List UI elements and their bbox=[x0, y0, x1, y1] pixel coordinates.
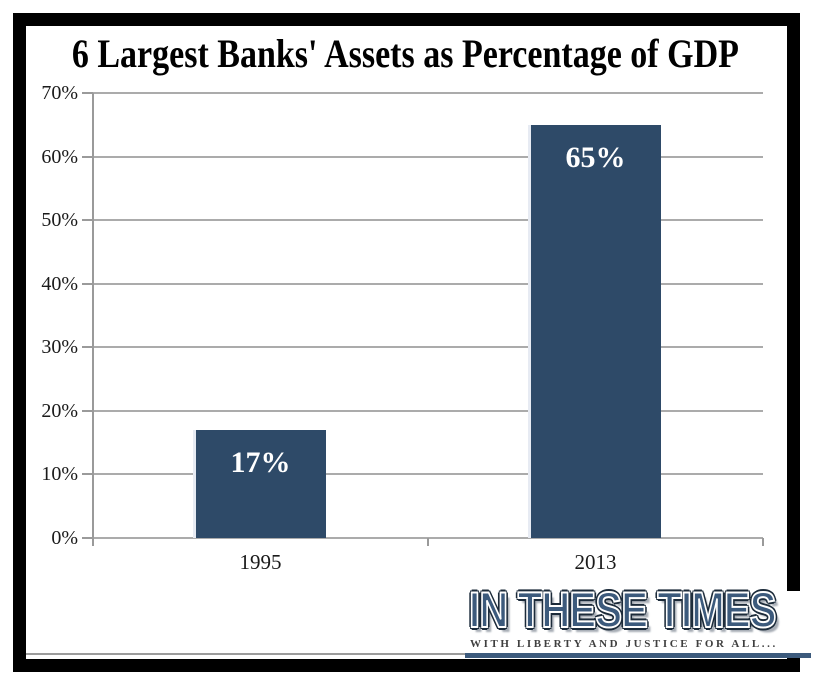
bar-2013 bbox=[530, 124, 661, 538]
bar-value-label: 17% bbox=[230, 445, 291, 479]
y-axis-tick bbox=[82, 346, 93, 349]
y-axis-label: 70% bbox=[41, 82, 78, 104]
x-axis-tick bbox=[762, 538, 764, 546]
x-axis-label: 1995 bbox=[239, 550, 282, 574]
y-axis-label: 60% bbox=[41, 145, 78, 168]
y-axis-tick bbox=[82, 92, 93, 94]
y-axis-tick bbox=[82, 282, 93, 285]
y-axis-tick bbox=[82, 155, 93, 158]
bar-value-label: 65% bbox=[565, 140, 626, 174]
gridline bbox=[93, 282, 763, 285]
y-axis-label: 50% bbox=[41, 209, 78, 232]
bar-1995 bbox=[195, 429, 326, 538]
x-axis-label: 2013 bbox=[574, 550, 617, 574]
chart-title-text: 6 Largest Banks' Assets as Percentage of… bbox=[71, 30, 740, 76]
logo-tagline: WITH LIBERTY AND JUSTICE FOR ALL... bbox=[470, 638, 778, 650]
gridline bbox=[93, 473, 763, 476]
footer-divider bbox=[26, 653, 466, 655]
y-axis-line bbox=[92, 93, 94, 546]
y-axis-label: 0% bbox=[51, 527, 78, 549]
gridline bbox=[93, 346, 763, 349]
y-axis-tick bbox=[82, 409, 93, 412]
logo: IN THESE TIMES WITH LIBERTY AND JUSTICE … bbox=[465, 582, 811, 658]
gridline bbox=[93, 409, 763, 412]
y-axis-label: 30% bbox=[41, 336, 78, 359]
gridline bbox=[93, 155, 763, 158]
gridline bbox=[93, 92, 763, 94]
y-axis-label: 10% bbox=[41, 463, 78, 486]
logo-text: IN THESE TIMES bbox=[468, 582, 777, 638]
y-axis-tick bbox=[82, 537, 93, 539]
border-frame bbox=[13, 13, 800, 672]
y-axis-tick bbox=[82, 473, 93, 476]
x-axis-tick bbox=[92, 538, 94, 546]
y-axis-tick bbox=[82, 219, 93, 222]
y-axis-label: 40% bbox=[41, 272, 78, 295]
chart-title: 6 Largest Banks' Assets as Percentage of… bbox=[30, 28, 781, 78]
gridline bbox=[93, 219, 763, 222]
y-axis-label: 20% bbox=[41, 399, 78, 422]
x-axis-tick bbox=[427, 538, 429, 546]
logo-rule bbox=[465, 653, 811, 658]
